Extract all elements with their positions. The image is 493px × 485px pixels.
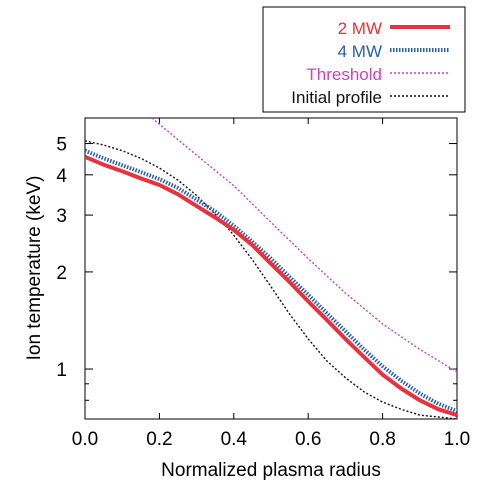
- y-tick-label: 2: [56, 263, 67, 284]
- legend-label: Threshold: [306, 65, 382, 84]
- x-tick-label: 0.6: [295, 429, 321, 450]
- legend: 2 MW 4 MW Threshold Initial profile: [262, 6, 466, 113]
- y-tick-label: 4: [56, 166, 67, 187]
- x-tick-label: 0.2: [146, 429, 172, 450]
- legend-label: 4 MW: [338, 42, 382, 61]
- x-tick-label: 0.8: [369, 429, 395, 450]
- y-tick-label: 5: [56, 135, 67, 156]
- legend-frame: [262, 6, 466, 113]
- y-axis: 1 2 3 4 5: [56, 117, 457, 401]
- x-axis: 0.0 0.2 0.4 0.6 0.8 1.0: [72, 118, 470, 450]
- legend-label: Initial profile: [291, 88, 382, 107]
- legend-label: 2 MW: [338, 19, 382, 38]
- y-tick-label: 3: [56, 206, 67, 227]
- series-line-4-mw: [85, 148, 457, 414]
- series-line-initial-profile: [85, 140, 457, 419]
- x-tick-label: 0.0: [72, 429, 98, 450]
- y-tick-label: 1: [56, 360, 67, 381]
- x-tick-label: 0.4: [221, 429, 248, 450]
- series-layer: [85, 118, 457, 419]
- y-axis-label: Ion temperature (keV): [24, 176, 45, 361]
- plot-frame: [84, 117, 458, 420]
- series-line-2-mw: [85, 154, 457, 418]
- x-tick-label: 1.0: [444, 429, 470, 450]
- x-axis-label: Normalized plasma radius: [161, 460, 381, 481]
